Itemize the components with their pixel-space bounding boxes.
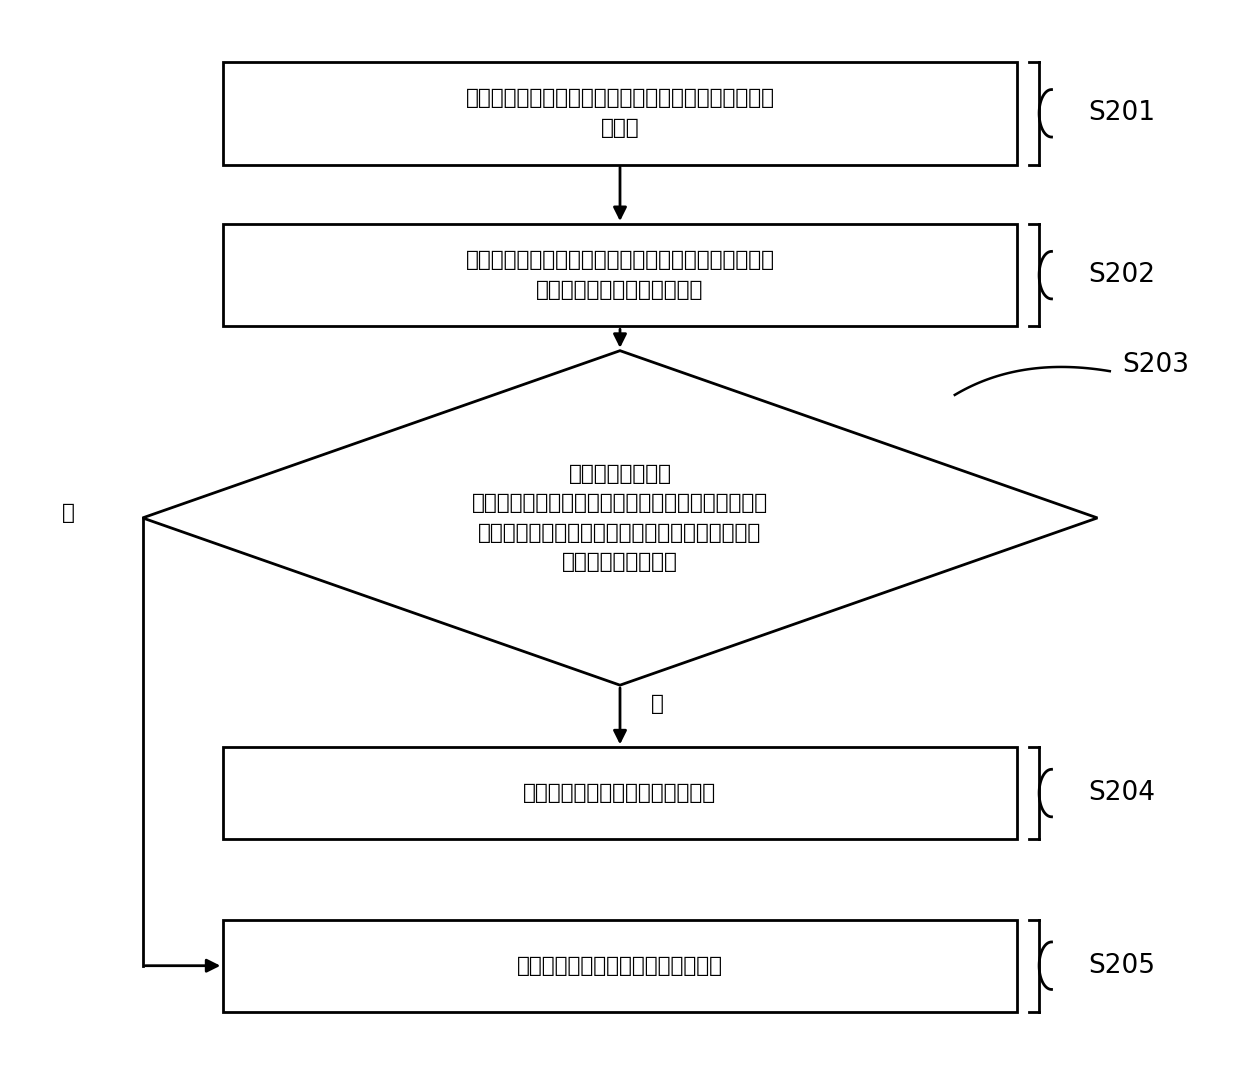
Bar [223,62,1017,164]
Text: S201: S201 [1089,100,1156,126]
Text: 不在该当前时隙发送该事件触发报文: 不在该当前时隙发送该事件触发报文 [517,956,723,975]
Bar [223,747,1017,839]
Text: 否: 否 [651,694,663,713]
Text: S204: S204 [1089,780,1156,806]
Bar [223,224,1017,326]
Text: S202: S202 [1089,262,1156,288]
Text: 在该当前时隙发送该事件触发报文: 在该当前时隙发送该事件触发报文 [523,783,717,803]
Text: 当节点中存在待发送的事件触发报文时，该节点确定该
事件触发报文对应的物理链路: 当节点中存在待发送的事件触发报文时，该节点确定该 事件触发报文对应的物理链路 [465,250,775,300]
Text: 是: 是 [62,503,74,522]
Text: S203: S203 [1122,352,1189,378]
Bar [223,919,1017,1012]
Polygon shape [143,351,1097,685]
Text: 各节点接收主节点发送的基于时间触发报文确定的调度
周期表: 各节点接收主节点发送的基于时间触发报文确定的调度 周期表 [465,88,775,138]
Text: 根据该物理链路，
及保存调度周期表中的时隙分配信息、每个时隙对应
的物理链路信息，判断该物理链路与当前时隙对应
的物理链路是否冲突: 根据该物理链路， 及保存调度周期表中的时隙分配信息、每个时隙对应 的物理链路信息… [472,464,768,572]
Text: S205: S205 [1089,953,1156,979]
